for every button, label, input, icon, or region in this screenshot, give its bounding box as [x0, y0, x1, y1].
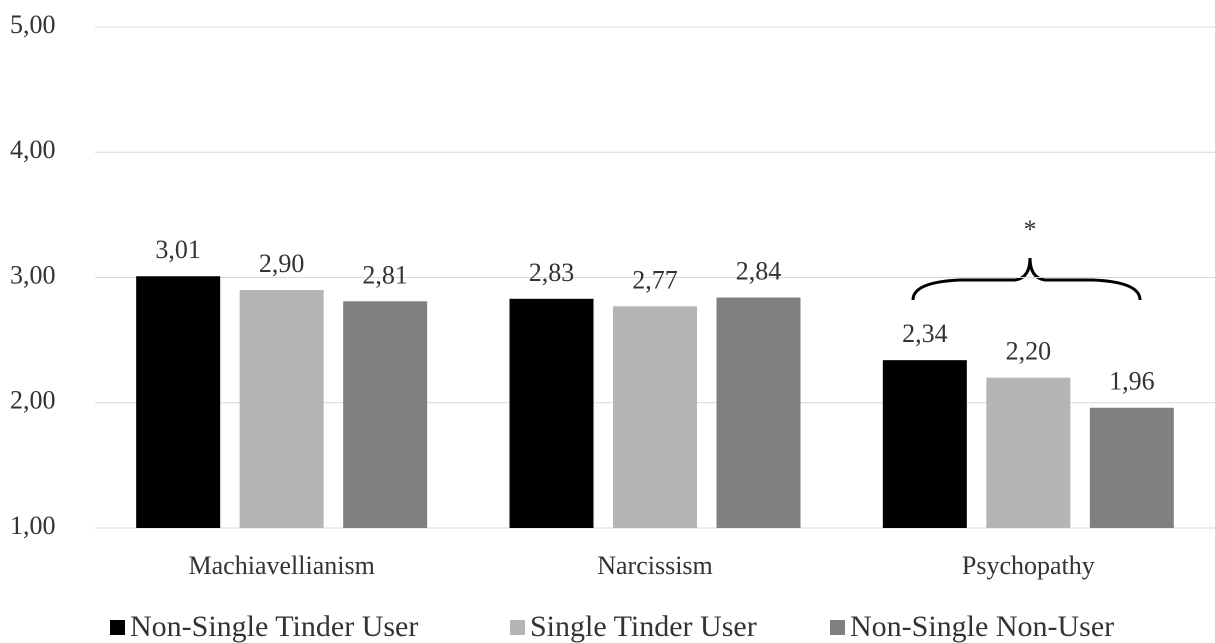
value-label: 2,84 [736, 257, 782, 286]
value-label: 2,34 [902, 319, 948, 348]
legend-swatch [510, 620, 525, 635]
value-label: 2,90 [259, 249, 305, 278]
x-tick-label: Machiavellianism [189, 551, 375, 580]
value-label: 1,96 [1109, 367, 1155, 396]
bar [1089, 407, 1174, 528]
legend-swatch [830, 620, 845, 635]
y-tick-label: 5,00 [10, 10, 56, 39]
bar [239, 290, 324, 528]
bar [136, 276, 221, 528]
bar [986, 377, 1071, 528]
y-tick-label: 1,00 [10, 511, 56, 540]
y-tick-label: 4,00 [10, 135, 56, 164]
y-tick-label: 2,00 [10, 386, 56, 415]
bar [716, 297, 801, 528]
bar [343, 301, 428, 528]
value-label: 2,83 [529, 258, 575, 287]
x-tick-label: Narcissism [597, 551, 713, 580]
legend-label: Single Tinder User [530, 610, 757, 643]
value-label: 2,77 [632, 265, 678, 294]
legend-label: Non-Single Non-User [850, 610, 1114, 643]
annotation: * [1024, 215, 1037, 244]
x-tick-label: Psychopathy [962, 551, 1095, 580]
significance-brace [911, 257, 1142, 301]
value-label: 2,81 [362, 260, 408, 289]
value-label: 3,01 [155, 235, 201, 264]
legend-swatch [110, 620, 125, 635]
bar [882, 360, 967, 528]
value-label: 2,20 [1006, 337, 1052, 366]
y-tick-label: 3,00 [10, 260, 56, 289]
bar [613, 306, 697, 528]
bar [509, 298, 594, 528]
legend-label: Non-Single Tinder User [130, 610, 418, 643]
